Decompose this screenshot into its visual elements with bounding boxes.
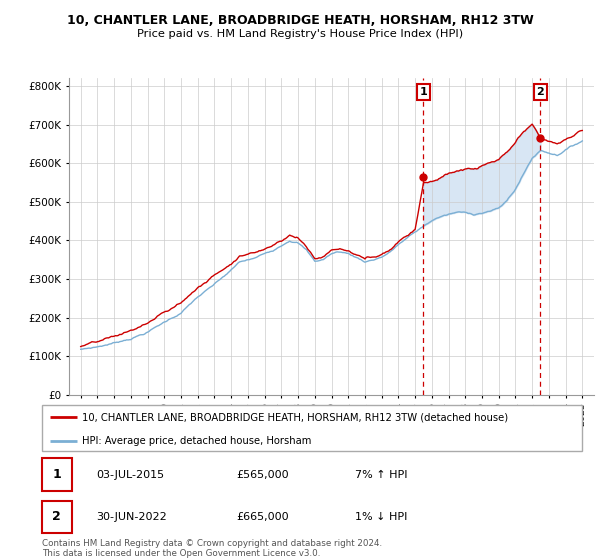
Text: Price paid vs. HM Land Registry's House Price Index (HPI): Price paid vs. HM Land Registry's House … xyxy=(137,29,463,39)
Text: Contains HM Land Registry data © Crown copyright and database right 2024.
This d: Contains HM Land Registry data © Crown c… xyxy=(42,539,382,558)
Text: 10, CHANTLER LANE, BROADBRIDGE HEATH, HORSHAM, RH12 3TW (detached house): 10, CHANTLER LANE, BROADBRIDGE HEATH, HO… xyxy=(83,412,509,422)
Text: 03-JUL-2015: 03-JUL-2015 xyxy=(96,470,164,480)
Text: 1: 1 xyxy=(52,468,61,481)
Text: 2: 2 xyxy=(52,510,61,524)
Text: 7% ↑ HPI: 7% ↑ HPI xyxy=(355,470,408,480)
Text: 10, CHANTLER LANE, BROADBRIDGE HEATH, HORSHAM, RH12 3TW: 10, CHANTLER LANE, BROADBRIDGE HEATH, HO… xyxy=(67,14,533,27)
FancyBboxPatch shape xyxy=(42,459,72,491)
Text: £665,000: £665,000 xyxy=(236,512,289,522)
Text: HPI: Average price, detached house, Horsham: HPI: Average price, detached house, Hors… xyxy=(83,436,312,446)
Text: 30-JUN-2022: 30-JUN-2022 xyxy=(96,512,167,522)
Text: 1% ↓ HPI: 1% ↓ HPI xyxy=(355,512,407,522)
Text: 1: 1 xyxy=(419,87,427,97)
Text: £565,000: £565,000 xyxy=(236,470,289,480)
FancyBboxPatch shape xyxy=(42,501,72,533)
Text: 2: 2 xyxy=(536,87,544,97)
